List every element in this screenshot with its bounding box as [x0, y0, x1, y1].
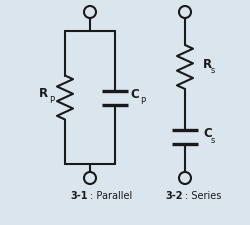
Text: s: s [211, 136, 216, 145]
Text: 3-1: 3-1 [70, 190, 88, 200]
Text: P: P [50, 96, 54, 105]
Text: C: C [203, 127, 212, 140]
Text: P: P [140, 97, 145, 106]
Text: R: R [38, 87, 48, 99]
Text: s: s [211, 66, 216, 75]
Text: 3-2: 3-2 [166, 190, 183, 200]
Text: C: C [130, 88, 140, 101]
Text: : Parallel: : Parallel [90, 190, 132, 200]
Text: : Series: : Series [185, 190, 222, 200]
Text: R: R [203, 57, 212, 70]
